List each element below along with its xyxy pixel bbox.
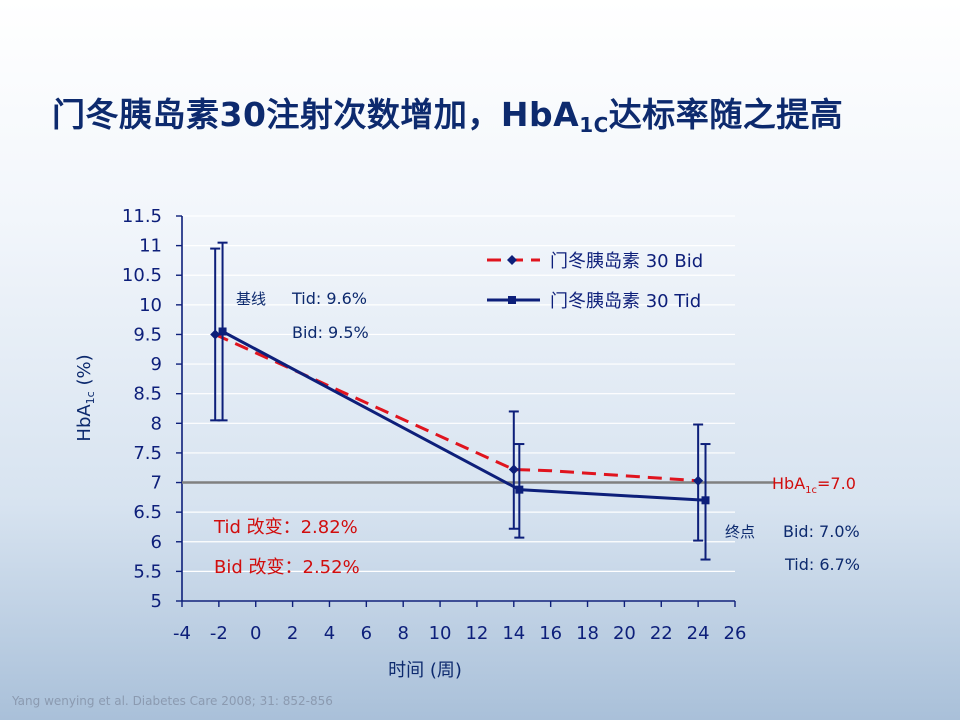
x-tick-label: 24 [687, 623, 710, 644]
legend-bid-marker [507, 255, 517, 265]
baseline-label: 基线 [236, 290, 266, 308]
y-tick-label: 5 [151, 591, 162, 612]
bid-point-marker [693, 475, 704, 486]
y-tick-label: 6.5 [133, 502, 162, 523]
grid-lines [182, 215, 735, 602]
x-tick-label: 4 [324, 623, 335, 644]
y-axis-label: HbA1c (%) [74, 354, 97, 441]
bid-point-marker [210, 329, 221, 340]
series-lines [210, 241, 711, 561]
y-tick-label: 6 [151, 532, 162, 553]
title-main: 门冬胰岛素30注射次数增加，HbA [52, 95, 580, 134]
y-axis-label-sub: 1c [84, 391, 97, 404]
legend-tid-marker [508, 296, 516, 304]
x-tick-label: 6 [361, 623, 372, 644]
endpoint-bid-value: Bid: 7.0% [783, 522, 860, 541]
x-tick-label: 10 [429, 623, 452, 644]
x-tick-label: 0 [250, 623, 261, 644]
x-tick-label: 14 [502, 623, 525, 644]
bid-series-line [214, 333, 699, 483]
y-tick-label: 10 [139, 295, 162, 316]
legend: 门冬胰岛素 30 Bid 门冬胰岛素 30 Tid [487, 251, 703, 312]
y-axis-label-tail: (%) [74, 354, 95, 391]
endpoint-tid-value: Tid: 6.7% [784, 555, 860, 574]
reference-line-label: HbA1c=7.0 [772, 474, 856, 496]
y-tick-label: 11.5 [122, 206, 162, 227]
x-tick-label: -4 [173, 623, 191, 644]
ref-label-sub: 1c [805, 485, 817, 496]
page-title: 门冬胰岛素30注射次数增加，HbA1C达标率随之提高 [52, 88, 952, 137]
x-tick-label: 22 [650, 623, 673, 644]
axes [176, 215, 736, 607]
change-tid-label: Tid 改变：2.82% [213, 517, 358, 538]
y-tick-label: 11 [139, 236, 162, 257]
y-tick-label: 7 [151, 473, 162, 494]
x-tick-label: 16 [539, 623, 562, 644]
baseline-tid-value: Tid: 9.6% [291, 289, 367, 308]
endpoint-label: 终点 [725, 523, 755, 541]
y-tick-label: 10.5 [122, 265, 162, 286]
y-tick-label: 9.5 [133, 324, 162, 345]
x-tick-labels: -4 -2 0 2 4 6 8 10 12 14 16 18 20 22 24 26 [173, 623, 746, 644]
y-tick-labels: 5 5.5 6 6.5 7 7.5 8 8.5 9 9.5 10 10.5 11 11.5 [122, 206, 162, 612]
x-tick-label: 26 [724, 623, 747, 644]
x-tick-label: -2 [210, 623, 228, 644]
title-tail: 达标率随之提高 [608, 95, 844, 134]
x-tick-label: 8 [397, 623, 408, 644]
y-tick-label: 8.5 [133, 384, 162, 405]
y-tick-label: 7.5 [133, 443, 162, 464]
tid-point-marker [218, 327, 227, 336]
ref-label-main: HbA [772, 474, 805, 493]
citation: Yang wenying et al. Diabetes Care 2008; … [12, 694, 333, 708]
title-subscript: 1C [579, 113, 609, 137]
y-tick-label: 5.5 [133, 561, 162, 582]
tid-point-marker [701, 496, 710, 505]
x-tick-label: 18 [576, 623, 599, 644]
x-tick-label: 20 [613, 623, 636, 644]
tid-point-marker [515, 485, 524, 494]
x-tick-label: 12 [465, 623, 488, 644]
y-tick-label: 9 [151, 354, 162, 375]
y-axis-label-main: HbA [74, 404, 95, 442]
legend-bid-label: 门冬胰岛素 30 Bid [550, 251, 703, 272]
bid-point-marker [508, 464, 519, 475]
legend-tid-label: 门冬胰岛素 30 Tid [550, 291, 701, 312]
baseline-bid-value: Bid: 9.5% [292, 323, 369, 342]
change-bid-label: Bid 改变：2.52% [214, 557, 360, 578]
y-tick-label: 8 [151, 413, 162, 434]
ref-label-tail: =7.0 [817, 474, 856, 493]
x-tick-label: 2 [287, 623, 298, 644]
x-axis-label: 时间 (周) [388, 660, 462, 681]
